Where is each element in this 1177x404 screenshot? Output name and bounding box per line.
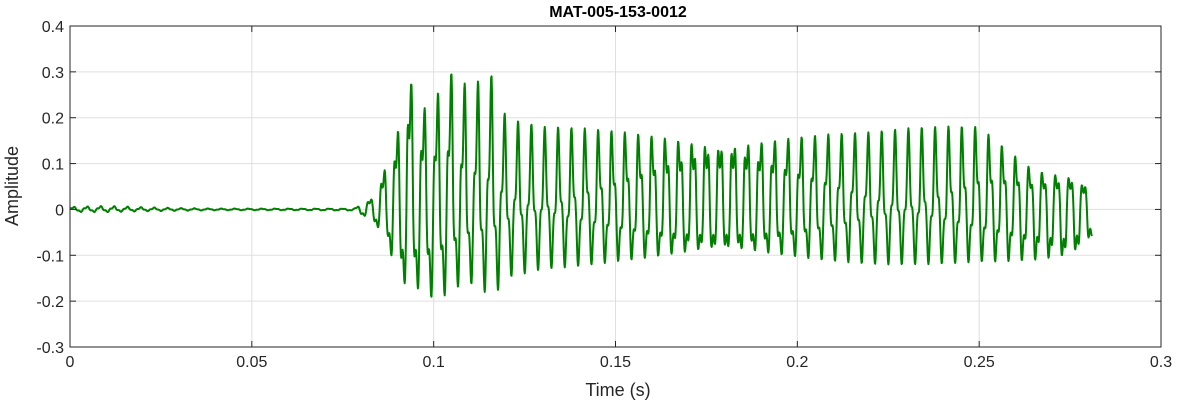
x-tick-label: 0.25 [964, 354, 995, 371]
x-tick-label: 0.2 [786, 354, 808, 371]
y-tick-label: 0.2 [42, 111, 64, 128]
ticks: 0 0.05 0.1 0.15 0.2 0.25 0.3 -0.3 -0.2 -0.1 0 0.1 0.… [36, 19, 1172, 371]
y-tick-label: 0.3 [42, 65, 64, 82]
x-tick-label: 0 [66, 354, 75, 371]
y-tick-label: 0.1 [42, 157, 64, 174]
y-tick-label: 0.4 [42, 19, 64, 36]
x-tick-label: 0.1 [423, 354, 445, 371]
y-tick-label: -0.3 [36, 340, 64, 357]
x-tick-label: 0.05 [236, 354, 267, 371]
y-tick-label: 0 [55, 202, 64, 219]
y-tick-label: -0.2 [36, 294, 64, 311]
x-axis-label: Time (s) [585, 380, 650, 400]
x-tick-label: 0.3 [1150, 354, 1172, 371]
plot-area [69, 73, 1093, 298]
y-tick-label: -0.1 [36, 248, 64, 265]
waveform-line [69, 73, 1093, 298]
chart-title: MAT-005-153-0012 [549, 4, 687, 21]
x-tick-label: 0.15 [600, 354, 631, 371]
y-axis-label: Amplitude [2, 146, 22, 226]
